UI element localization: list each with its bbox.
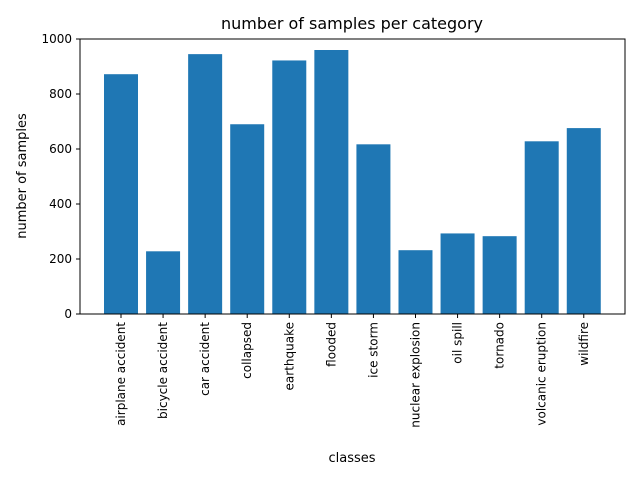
x-tick-label: oil spill xyxy=(451,322,465,364)
bar xyxy=(230,124,265,314)
y-axis-label: number of samples xyxy=(15,113,30,239)
y-tick-label: 1000 xyxy=(41,32,72,46)
bar xyxy=(146,251,181,314)
x-tick-label: tornado xyxy=(493,322,507,369)
x-tick-label: car accident xyxy=(198,322,212,396)
plot-frame xyxy=(79,38,626,315)
x-tick-label: ice storm xyxy=(366,322,380,378)
x-tick-label: airplane accident xyxy=(114,322,128,426)
y-tick-label: 200 xyxy=(49,252,72,266)
bar xyxy=(356,144,391,314)
x-axis: airplane accident bicycle accident car acc… xyxy=(114,314,591,428)
bars-group xyxy=(104,50,601,315)
bar xyxy=(482,236,517,314)
x-tick-label: wildfire xyxy=(577,322,591,366)
bar xyxy=(188,54,223,315)
y-axis: 0 200 400 600 800 1000 xyxy=(41,32,80,321)
bar xyxy=(440,233,475,314)
bar xyxy=(272,60,307,315)
bar xyxy=(566,128,601,314)
x-tick-label: nuclear explosion xyxy=(408,322,422,428)
y-tick-label: 400 xyxy=(49,197,72,211)
x-tick-label: earthquake xyxy=(282,322,296,390)
y-tick-label: 800 xyxy=(49,87,72,101)
bar xyxy=(104,74,138,314)
y-tick-label: 600 xyxy=(49,142,72,156)
x-tick-label: bicycle accident xyxy=(156,322,170,419)
x-tick-label: volcanic eruption xyxy=(535,322,549,426)
x-axis-label: classes xyxy=(328,451,375,466)
bar xyxy=(314,50,349,314)
y-tick-label: 0 xyxy=(64,307,72,321)
bar xyxy=(398,250,433,314)
bar xyxy=(524,141,559,314)
x-tick-label: collapsed xyxy=(240,322,254,379)
chart-title: number of samples per category xyxy=(221,14,483,33)
x-tick-label: flooded xyxy=(324,322,338,367)
